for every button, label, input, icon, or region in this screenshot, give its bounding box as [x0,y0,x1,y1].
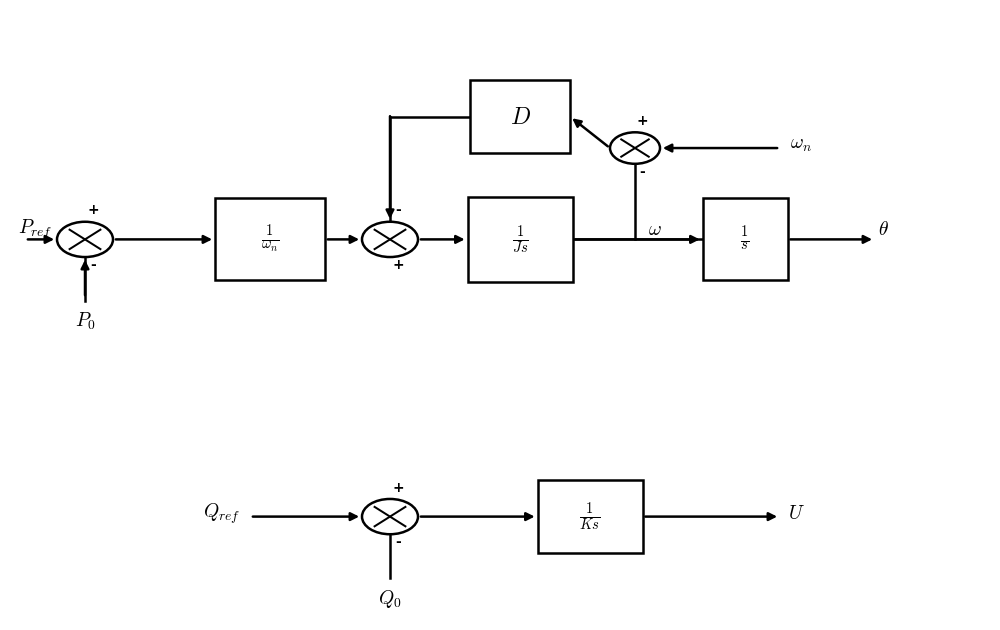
Text: $\frac{1}{Ks}$: $\frac{1}{Ks}$ [579,500,601,533]
Circle shape [362,499,418,534]
Text: +: + [393,258,404,272]
Text: $\frac{1}{\omega_n}$: $\frac{1}{\omega_n}$ [261,224,279,255]
Text: $Q_0$: $Q_0$ [378,588,402,610]
Text: -: - [91,258,96,272]
Text: +: + [88,203,99,217]
Text: $\frac{1}{Js}$: $\frac{1}{Js}$ [512,223,528,256]
FancyBboxPatch shape [215,198,325,280]
Circle shape [57,222,113,257]
FancyBboxPatch shape [702,198,788,280]
Text: $D$: $D$ [510,105,530,129]
Text: -: - [640,165,645,179]
FancyBboxPatch shape [470,81,570,153]
Text: -: - [396,203,401,217]
Text: $\omega$: $\omega$ [648,220,662,239]
Text: $P_{ref}$: $P_{ref}$ [18,218,53,242]
Text: $Q_{ref}$: $Q_{ref}$ [203,501,240,525]
Text: +: + [637,115,648,129]
Circle shape [610,132,660,164]
Text: $\omega_n$: $\omega_n$ [790,135,812,154]
Text: $P_0$: $P_0$ [75,311,95,332]
Text: $\theta$: $\theta$ [878,220,889,239]
Text: -: - [396,536,401,549]
Text: $U$: $U$ [788,504,805,523]
Circle shape [362,222,418,257]
FancyBboxPatch shape [468,197,572,282]
Text: $\frac{1}{s}$: $\frac{1}{s}$ [740,225,750,254]
Text: +: + [393,481,404,495]
FancyBboxPatch shape [538,480,642,553]
